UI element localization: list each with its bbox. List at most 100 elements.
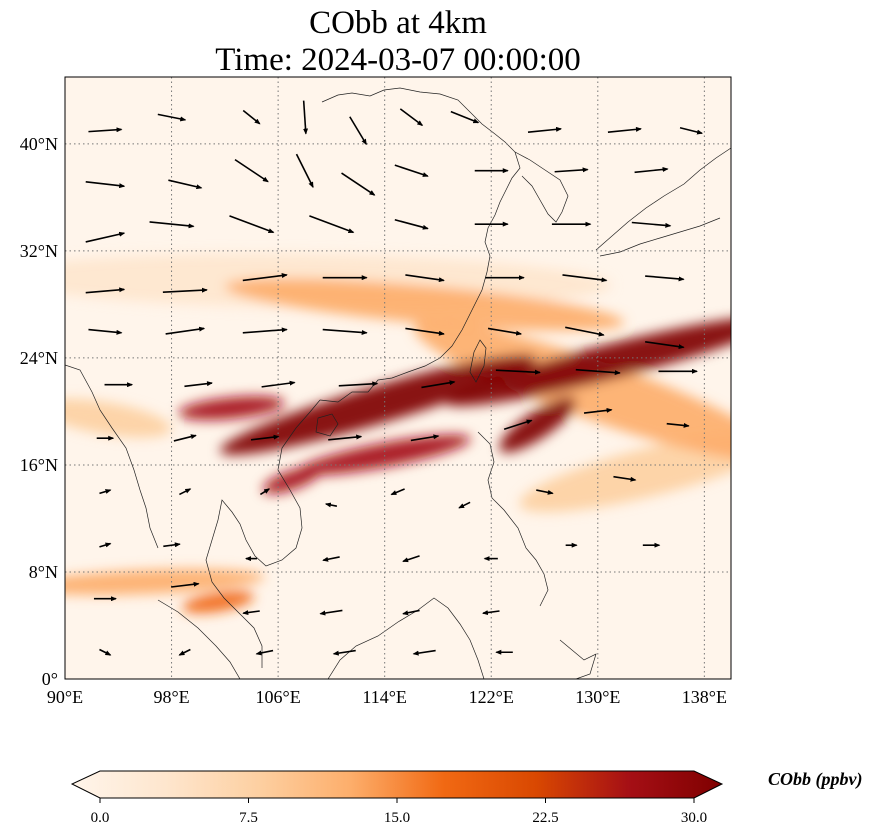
latitude-label: 24°N bbox=[20, 348, 58, 368]
wind-arrow bbox=[88, 127, 123, 133]
wind-arrow bbox=[562, 274, 608, 283]
latitude-label: 0° bbox=[42, 669, 58, 689]
wind-arrow bbox=[607, 126, 642, 133]
wind-arrow bbox=[171, 581, 200, 588]
coastline-sumatra bbox=[157, 599, 241, 679]
wind-arrow bbox=[405, 274, 445, 283]
wind-arrow bbox=[242, 109, 261, 125]
wind-arrow bbox=[412, 649, 436, 656]
wind-arrow bbox=[302, 100, 309, 135]
wind-arrow bbox=[165, 326, 206, 335]
wind-arrow bbox=[613, 475, 637, 482]
latitude-label: 32°N bbox=[20, 241, 58, 261]
colorbar-tick-label: 15.0 bbox=[384, 810, 410, 826]
map-plot-area bbox=[64, 76, 732, 680]
cobb-plume bbox=[178, 396, 285, 421]
wind-arrow bbox=[242, 273, 288, 282]
wind-arrow bbox=[679, 126, 704, 135]
wind-arrow bbox=[394, 218, 429, 230]
latitude-tick-labels: 0° 8°N 16°N 24°N 32°N 40°N bbox=[20, 134, 58, 689]
wind-arrow bbox=[324, 502, 338, 508]
wind-arrow bbox=[322, 328, 368, 335]
wind-arrow bbox=[634, 167, 669, 174]
wind-arrow bbox=[341, 172, 376, 196]
cobb-plume bbox=[445, 316, 731, 407]
colorbar-bar bbox=[70, 770, 724, 799]
coastline-mainland-china bbox=[319, 87, 521, 403]
wind-arrow bbox=[503, 419, 533, 430]
map-time: Time: 2024-03-07 00:00:00 bbox=[215, 42, 581, 78]
wind-arrow bbox=[173, 434, 197, 442]
longitude-label: 138°E bbox=[682, 687, 727, 707]
wind-arrow bbox=[332, 649, 356, 656]
wind-arrow bbox=[242, 327, 288, 334]
latitude-label: 8°N bbox=[29, 562, 58, 582]
wind-arrow bbox=[149, 221, 195, 229]
coastline-korea bbox=[514, 151, 569, 223]
wind-arrow bbox=[399, 108, 424, 127]
wind-arrow bbox=[631, 221, 672, 228]
cobb-plume bbox=[65, 568, 265, 596]
wind-arrow bbox=[583, 407, 613, 414]
wind-arrow bbox=[234, 158, 269, 183]
wind-arrow bbox=[666, 422, 690, 428]
longitude-label: 90°E bbox=[47, 687, 83, 707]
wind-arrow bbox=[575, 368, 621, 376]
wind-arrow bbox=[487, 327, 523, 336]
wind-arrow bbox=[458, 501, 471, 509]
longitude-label: 130°E bbox=[575, 687, 620, 707]
wind-arrow bbox=[554, 167, 589, 173]
colorbar-label: CObb (ppbv) bbox=[768, 769, 863, 789]
coastline-bay-of-bengal bbox=[65, 364, 159, 549]
colorbar-tick-label: 7.5 bbox=[239, 810, 258, 826]
wind-arrow bbox=[259, 488, 271, 496]
wind-arrow bbox=[168, 179, 203, 190]
cobb-plume bbox=[499, 397, 577, 453]
wind-arrow bbox=[157, 113, 187, 122]
wind-arrow bbox=[410, 434, 440, 442]
wind-arrow bbox=[179, 488, 192, 496]
longitude-label: 98°E bbox=[153, 687, 189, 707]
colorbar-ticks: 0.0 7.5 15.0 22.5 30.0 bbox=[91, 798, 707, 826]
wind-arrow bbox=[481, 610, 500, 616]
wind-arrow bbox=[645, 341, 685, 350]
longitude-tick-labels: 90°E 98°E 106°E 114°E 122°E 130°E 138°E bbox=[47, 687, 727, 707]
wind-arrow bbox=[309, 215, 355, 234]
wind-arrow bbox=[163, 542, 181, 548]
cobb-plume bbox=[220, 354, 537, 455]
longitude-label: 106°E bbox=[256, 687, 301, 707]
wind-arrow bbox=[99, 489, 112, 495]
latitude-label: 16°N bbox=[20, 455, 58, 475]
wind-arrow bbox=[255, 649, 274, 656]
wind-arrow bbox=[527, 126, 563, 133]
wind-arrow bbox=[394, 164, 429, 177]
wind-arrow bbox=[322, 556, 340, 562]
colorbar-tick-label: 22.5 bbox=[532, 810, 558, 826]
wind-arrow bbox=[338, 381, 379, 387]
wind-arrow bbox=[495, 369, 541, 375]
colorbar-tick-label: 0.0 bbox=[91, 810, 110, 826]
coastline-borneo bbox=[327, 597, 485, 679]
wind-arrow bbox=[328, 434, 363, 441]
wind-arrow bbox=[178, 648, 191, 656]
wind-arrow bbox=[162, 287, 208, 293]
wind-arrow bbox=[349, 116, 367, 146]
wind-arrow bbox=[85, 181, 126, 189]
wind-arrow bbox=[565, 326, 605, 337]
wind-arrow bbox=[405, 327, 445, 336]
wind-arrow bbox=[242, 610, 260, 616]
coastline-philippines bbox=[477, 431, 549, 607]
wind-arrow bbox=[88, 328, 123, 335]
wind-vectors bbox=[85, 100, 704, 656]
wind-arrow bbox=[99, 542, 112, 548]
longitude-label: 122°E bbox=[469, 687, 514, 707]
colorbar: 0.0 7.5 15.0 22.5 30.0 bbox=[70, 770, 724, 826]
cobb-plume bbox=[225, 278, 625, 331]
cobb-plume bbox=[182, 591, 254, 614]
wind-arrow bbox=[319, 609, 343, 616]
coastline-taiwan bbox=[469, 339, 487, 383]
wind-arrow bbox=[536, 489, 554, 495]
wind-arrow bbox=[421, 380, 456, 389]
wind-arrow bbox=[184, 381, 213, 388]
